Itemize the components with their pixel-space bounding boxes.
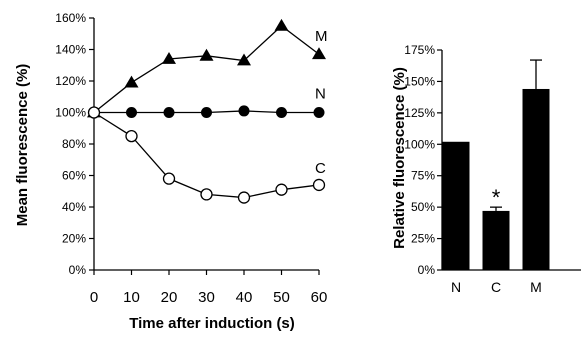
data-point-M [199, 48, 214, 61]
line-chart-y-tick-label: 120% [55, 74, 86, 88]
data-point-N [126, 107, 137, 118]
bar-chart-y-tick-label: 0% [418, 263, 436, 277]
bar-chart-y-tick-label: 50% [411, 200, 435, 214]
data-point-M [124, 75, 139, 88]
bar-chart-y-axis-title: Relative fluorescence (%) [391, 67, 408, 249]
line-chart-series-labels: M N C [315, 28, 328, 177]
line-chart-x-tick-label: 30 [198, 289, 215, 306]
line-chart-y-tick-label: 160% [55, 11, 86, 25]
line-chart-y-tick-label: 140% [55, 43, 86, 57]
series-label-C: C [315, 160, 326, 177]
data-point-M [162, 51, 176, 64]
bar-chart-y-tick-label: 125% [404, 106, 435, 120]
data-point-C [275, 183, 288, 196]
line-chart-x-ticks: 0 10 20 30 40 50 60 [90, 270, 328, 306]
line-chart-x-tick-label: 10 [123, 289, 140, 306]
bar-chart-y-tick-label: 150% [404, 74, 435, 88]
line-chart-x-axis-title: Time after induction (s) [129, 315, 295, 332]
data-point-C [162, 172, 176, 185]
bar-M [522, 88, 550, 270]
line-chart-y-tick-label: 100% [55, 106, 86, 120]
line-chart-y-tick-label: 80% [62, 137, 86, 151]
line-chart-x-tick-label: 50 [273, 289, 290, 306]
data-point-C [200, 188, 213, 201]
data-point-N [313, 107, 325, 118]
line-chart-x-tick-label: 40 [236, 289, 253, 306]
line-chart-y-tick-label: 20% [62, 232, 86, 246]
data-point-C [125, 129, 138, 143]
series-label-M: M [315, 28, 328, 45]
bar-chart-bars [442, 59, 550, 270]
data-point-N [201, 107, 212, 118]
line-chart: 0% 20% 40% 60% 80% 100% 120% 140% 160% 0 10 20 30 40… [14, 11, 328, 332]
bar-N [442, 141, 470, 270]
bar-chart-x-tick-label: C [491, 279, 501, 295]
bar-chart-y-tick-label: 25% [411, 232, 435, 246]
data-point-M [274, 18, 289, 31]
line-chart-x-tick-label: 60 [311, 289, 328, 306]
data-point-M [237, 53, 251, 66]
data-point-C [87, 106, 101, 119]
data-point-N [238, 105, 250, 117]
line-chart-y-ticks: 0% 20% 40% 60% 80% 100% 120% 140% 160% [55, 11, 94, 277]
data-point-M [312, 47, 326, 60]
bar-chart-x-tick-label: M [530, 279, 542, 295]
data-point-C [237, 191, 251, 204]
line-chart-markers [87, 18, 326, 204]
bar-chart-y-tick-label: 75% [411, 169, 435, 183]
data-point-C [312, 178, 326, 192]
series-line-M [93, 25, 320, 114]
bar-chart-y-tick-label: 175% [404, 43, 435, 57]
bar-C [482, 210, 510, 270]
data-point-N [163, 107, 175, 118]
line-chart-y-tick-label: 40% [62, 200, 86, 214]
line-chart-x-tick-label: 0 [90, 289, 98, 306]
bar-chart-y-tick-label: 100% [404, 137, 435, 151]
line-chart-y-tick-label: 60% [62, 169, 86, 183]
series-label-N: N [315, 86, 326, 103]
series-line-C [93, 111, 320, 199]
bar-chart-significance-annotation: * [492, 185, 501, 210]
data-point-N [276, 107, 287, 118]
line-chart-x-tick-label: 20 [161, 289, 178, 306]
bar-chart-x-tick-label: N [451, 279, 461, 295]
bar-chart-y-ticks: 0% 25% 50% 75% 100% 125% 150% 175% [404, 43, 442, 277]
bar-chart: 0% 25% 50% 75% 100% 125% 150% 175% N C M * Relati… [391, 43, 581, 295]
line-chart-y-tick-label: 0% [69, 263, 87, 277]
line-chart-y-axis-title: Mean fluorescence (%) [14, 64, 31, 227]
